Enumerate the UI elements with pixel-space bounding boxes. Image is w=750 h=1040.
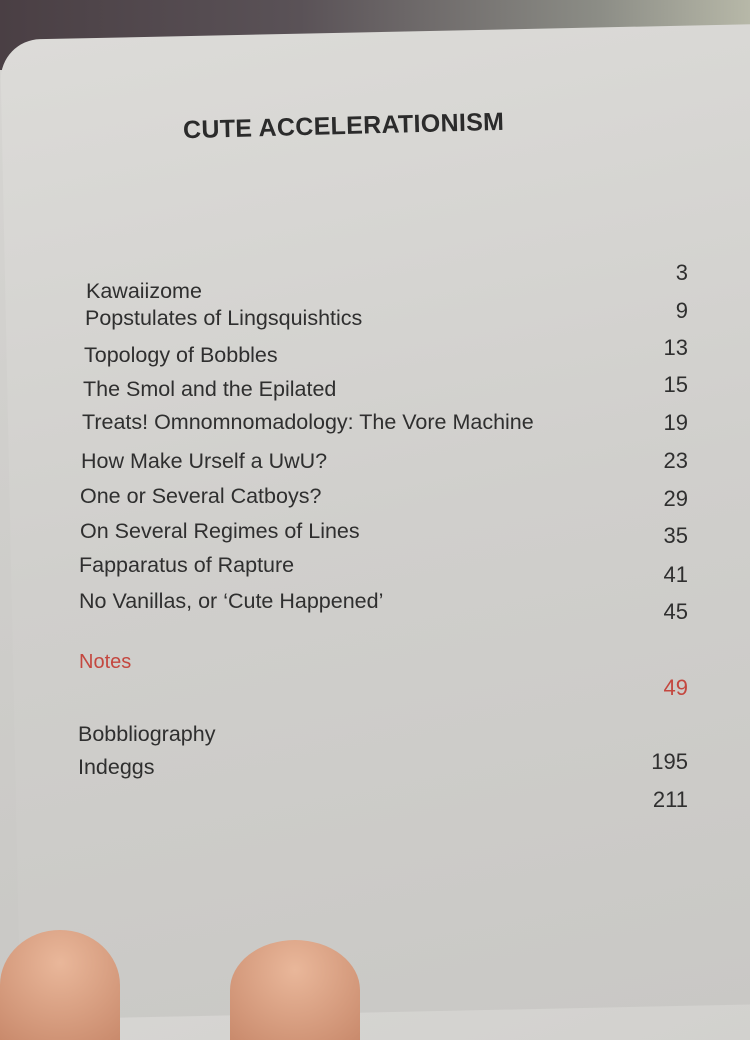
toc-entry-title: How Make Urself a UwU? (81, 449, 328, 473)
toc-entry-title: Popstulates of Lingsquishtics (85, 306, 363, 330)
toc-entry-title: Topology of Bobbles (84, 343, 278, 367)
toc-entry-page: 13 (663, 335, 688, 360)
finger (0, 930, 120, 1040)
toc-entry-page: 41 (663, 562, 688, 587)
toc-entry-page: 3 (675, 260, 688, 285)
toc-entry-page: 45 (663, 599, 688, 624)
toc-entry-page: 211 (652, 787, 688, 812)
toc-entry-title: Fapparatus of Rapture (79, 553, 295, 577)
toc-entry-page: 9 (675, 298, 688, 323)
toc-entry-title: One or Several Catboys? (80, 484, 322, 508)
toc-entry-title: Treats! Omnomnomadology: The Vore Machin… (82, 410, 534, 434)
toc-entry-page: 23 (663, 448, 688, 473)
toc-entry-page: 19 (663, 410, 688, 435)
toc-entry-page: 15 (663, 372, 688, 397)
toc-notes-title: Notes (79, 651, 132, 673)
toc-entry-page: 195 (651, 749, 688, 774)
toc-entry-title: Kawaiizome (86, 279, 202, 303)
toc-entry-title: On Several Regimes of Lines (80, 519, 360, 543)
toc-entry-page: 29 (663, 486, 688, 511)
finger (230, 940, 360, 1040)
toc-entry-title: Indeggs (78, 755, 155, 779)
toc-notes-page: 49 (663, 675, 688, 700)
toc-entry-title: No Vanillas, or ‘Cute Happened’ (79, 589, 384, 613)
toc-entry-title: The Smol and the Epilated (83, 377, 337, 401)
toc-entry-title: Bobbliography (78, 722, 216, 746)
toc-entry-page: 35 (663, 523, 688, 548)
